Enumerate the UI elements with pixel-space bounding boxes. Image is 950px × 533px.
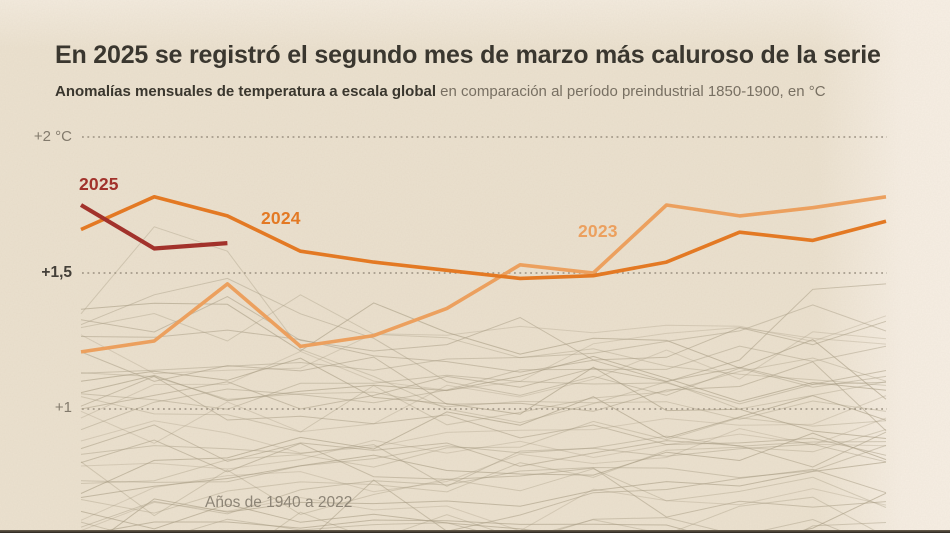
background-year-line [80, 439, 887, 518]
background-year-line [80, 355, 887, 403]
axis-label-2c: +2 °C [33, 128, 72, 145]
series-label-2025: 2025 [79, 174, 119, 194]
background-year-line [80, 433, 887, 470]
series-line-2024 [80, 195, 887, 281]
background-year-line [145, 468, 887, 533]
footer-edge-bar [0, 530, 950, 533]
header: En 2025 se registró el segundo mes de ma… [55, 40, 920, 102]
background-year-line [80, 429, 887, 514]
subtitle-muted-part: en comparación al período preindustrial … [440, 83, 826, 100]
axis-label-1-5c: +1,5 [41, 264, 72, 281]
background-year-line [80, 432, 887, 498]
axis-label-1c: +1 [54, 399, 72, 416]
background-years-label: Años de 1940 a 2022 [205, 494, 353, 511]
background-year-line [80, 315, 887, 375]
page-subtitle: Anomalías mensuales de temperatura a esc… [55, 83, 920, 102]
series-label-2023: 2023 [578, 221, 618, 241]
series-label-2024: 2024 [261, 208, 301, 228]
background-year-line [270, 496, 881, 533]
subtitle-bold-part: Anomalías mensuales de temperatura a esc… [55, 83, 436, 100]
page-title: En 2025 se registró el segundo mes de ma… [55, 41, 881, 69]
